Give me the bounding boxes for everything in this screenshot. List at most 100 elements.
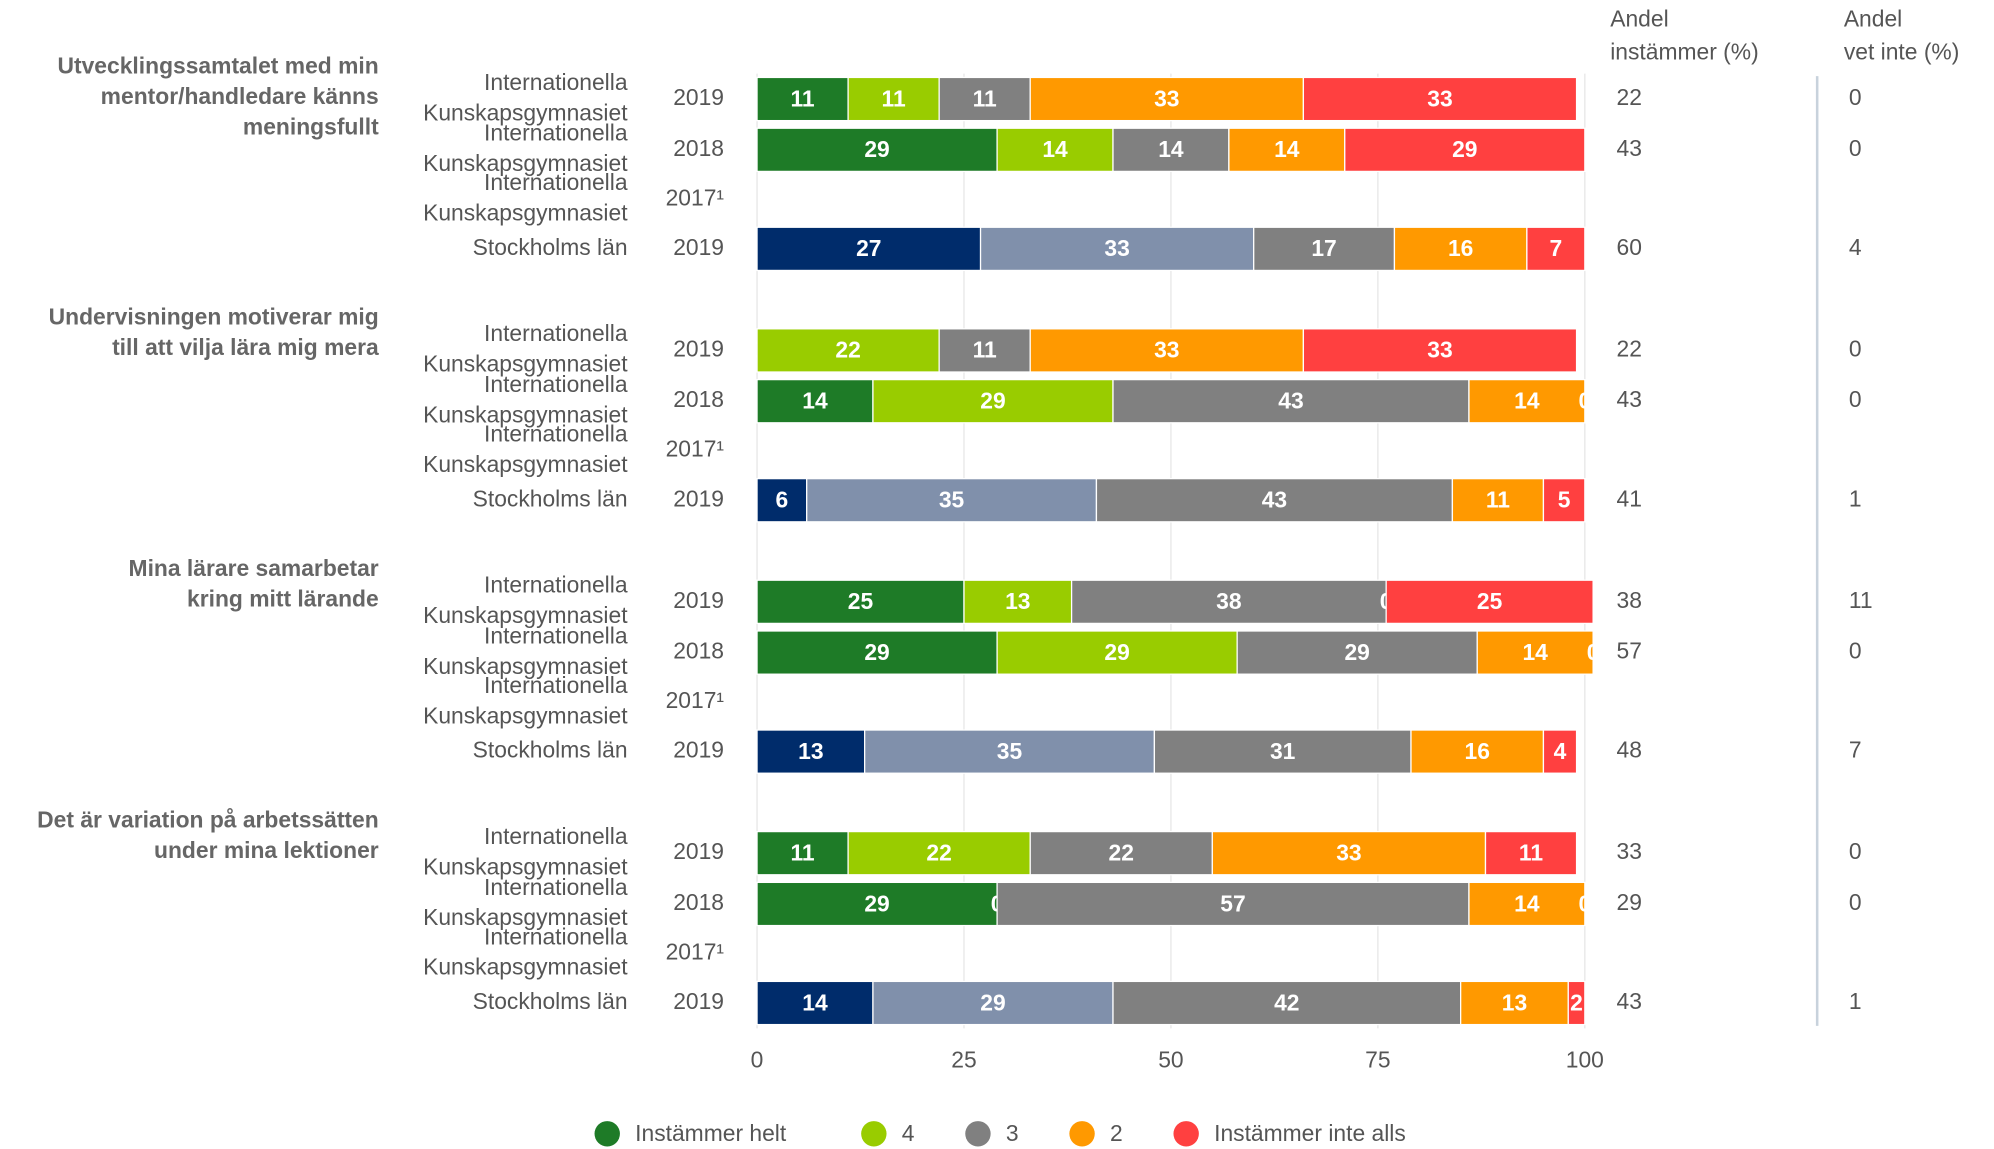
- bar-segment: [996, 630, 1238, 675]
- bar-label: 33: [1104, 235, 1129, 261]
- bar-segment: [1393, 226, 1528, 272]
- bar-label: 33: [1427, 85, 1452, 111]
- bar-label: 5: [1558, 487, 1571, 513]
- bar-label: 22: [835, 337, 860, 363]
- entity-label: Kunskapsgymnasiet: [423, 702, 628, 728]
- bar-segment: [756, 328, 940, 373]
- bar-label: 14: [1042, 136, 1068, 162]
- bar-label: 17: [1311, 235, 1336, 261]
- x-tick-label: 25: [951, 1046, 976, 1072]
- bar-segment: [756, 579, 965, 625]
- bar-segment: [756, 830, 849, 876]
- entity-label: Internationella: [484, 823, 628, 849]
- bar-segment: [1112, 378, 1470, 424]
- year-label: 2017¹: [666, 687, 725, 713]
- bar-segment: [1526, 226, 1586, 272]
- entity-label: Stockholms län: [473, 988, 628, 1014]
- bar-label: 29: [1104, 639, 1129, 665]
- bar-segment: [1468, 881, 1586, 927]
- bar-segment: [1029, 76, 1305, 122]
- bar-segment: [806, 478, 1098, 523]
- bar-segment: [1468, 378, 1586, 424]
- entity-label: Stockholms län: [473, 485, 628, 511]
- entity-label: Internationella: [484, 672, 628, 698]
- bar-label: 29: [1344, 639, 1369, 665]
- bar-segment: [1153, 729, 1412, 774]
- year-label: 2018: [673, 889, 724, 915]
- column-header: instämmer (%): [1610, 38, 1759, 64]
- bar-segment: [1029, 830, 1213, 876]
- bar-segment: [872, 378, 1114, 424]
- bar-segment: [756, 226, 982, 272]
- bar-label: 7: [1549, 235, 1562, 261]
- entity-label: Stockholms län: [473, 234, 628, 260]
- bar-label: 11: [790, 85, 814, 111]
- dont-know-value: 1: [1849, 988, 1862, 1014]
- bar-label: 11: [973, 337, 997, 363]
- entity-label: Internationella: [484, 371, 628, 397]
- bar-segment: [756, 127, 998, 173]
- bar-segment: [979, 226, 1255, 272]
- bar-segment: [1542, 729, 1578, 774]
- bar-segment: [847, 76, 940, 122]
- agree-value: 33: [1617, 838, 1642, 864]
- bar-label: 29: [864, 639, 889, 665]
- bar-label: 29: [980, 989, 1005, 1015]
- bar-label: 2: [1570, 989, 1583, 1015]
- entity-label: Kunskapsgymnasiet: [423, 200, 628, 226]
- x-tick-label: 100: [1566, 1046, 1604, 1072]
- bar-label: 57: [1220, 890, 1245, 916]
- year-label: 2019: [673, 838, 724, 864]
- legend-label: 3: [1006, 1120, 1019, 1146]
- legend-label: Instämmer inte alls: [1214, 1120, 1406, 1146]
- question-label: Utvecklingssamtalet med min: [57, 52, 378, 78]
- bar-segment: [1344, 127, 1586, 173]
- entity-label: Internationella: [484, 874, 628, 900]
- entity-label: Stockholms län: [473, 737, 628, 763]
- dont-know-value: 0: [1849, 335, 1862, 361]
- entity-label: Kunskapsgymnasiet: [423, 451, 628, 477]
- entity-label: Kunskapsgymnasiet: [423, 401, 628, 427]
- bar-segment: [756, 630, 998, 675]
- agree-value: 22: [1617, 84, 1642, 110]
- bar-label: 25: [1477, 588, 1503, 614]
- bar-segment: [963, 579, 1073, 625]
- bar-segment: [872, 980, 1114, 1026]
- bar-segment: [847, 830, 1031, 876]
- bar-label: 13: [798, 738, 823, 764]
- agree-value: 38: [1617, 587, 1642, 613]
- bar-label: 29: [864, 136, 889, 162]
- dont-know-value: 0: [1849, 84, 1862, 110]
- bar-label: 14: [1514, 890, 1540, 916]
- bar-label: 22: [1109, 839, 1134, 865]
- entity-label: Kunskapsgymnasiet: [423, 853, 628, 879]
- dont-know-value: 0: [1849, 386, 1862, 412]
- year-label: 2018: [673, 386, 724, 412]
- bar-label: 33: [1336, 839, 1361, 865]
- bar-segment: [1236, 630, 1478, 675]
- dont-know-value: 7: [1849, 737, 1862, 763]
- column-header: Andel: [1844, 5, 1902, 31]
- legend-swatch: [1069, 1121, 1095, 1147]
- dont-know-value: 0: [1849, 889, 1862, 915]
- question-label: Mina lärare samarbetar: [129, 555, 379, 581]
- question-label: under mina lektioner: [154, 837, 379, 863]
- question-label: Det är variation på arbetssätten: [37, 806, 379, 832]
- bar-segment: [1410, 729, 1545, 774]
- year-label: 2019: [673, 988, 724, 1014]
- year-label: 2019: [673, 737, 724, 763]
- x-tick-label: 50: [1158, 1046, 1183, 1072]
- bar-segment: [1567, 980, 1586, 1026]
- dont-know-value: 0: [1849, 638, 1862, 664]
- dont-know-value: 1: [1849, 485, 1862, 511]
- bar-label: 13: [1005, 588, 1030, 614]
- year-label: 2019: [673, 234, 724, 260]
- bar-label: 16: [1448, 235, 1473, 261]
- entity-label: Internationella: [484, 622, 628, 648]
- bar-label: 33: [1154, 337, 1179, 363]
- entity-label: Internationella: [484, 421, 628, 447]
- entity-label: Internationella: [484, 69, 628, 95]
- bar-segment: [756, 980, 874, 1026]
- dont-know-value: 0: [1849, 135, 1862, 161]
